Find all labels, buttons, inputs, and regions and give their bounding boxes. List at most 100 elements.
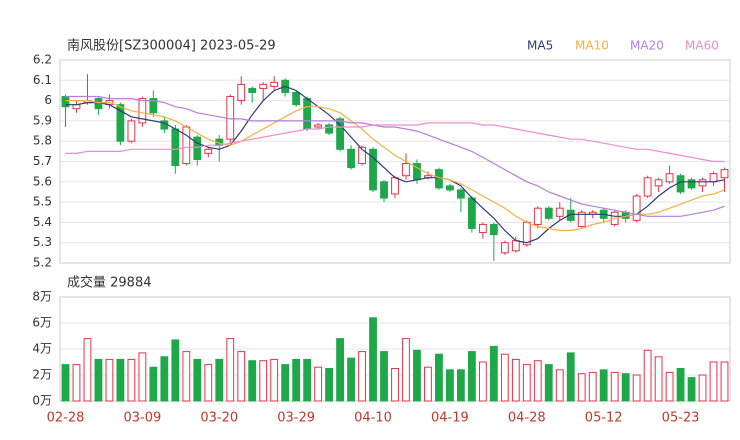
volume-bar [456, 369, 465, 402]
volume-bar [105, 358, 114, 402]
x-tick-label: 04-28 [508, 411, 546, 426]
candle-body [325, 124, 334, 134]
candle-body [709, 173, 718, 183]
candle-body [193, 136, 202, 160]
candle-body [467, 197, 476, 229]
y-tick-label: 5.5 [33, 195, 52, 209]
candle-body [358, 146, 366, 165]
candle-body [380, 181, 388, 199]
candle-body [204, 148, 213, 154]
volume-bar [566, 352, 575, 402]
legend-entry: MA10 [575, 39, 609, 53]
volume-bar [621, 373, 630, 402]
legend-entry: MA20 [630, 39, 664, 53]
candle-body [270, 81, 279, 87]
candle-body [149, 98, 158, 114]
candle-body [116, 104, 125, 142]
volume-bar [83, 338, 92, 402]
volume-bar [698, 374, 707, 402]
volume-bar [325, 368, 334, 402]
volume-bar [303, 358, 312, 402]
legend-entry: MA60 [685, 39, 719, 53]
volume-bar [160, 356, 169, 402]
ma-line [65, 95, 725, 217]
candle-body [566, 209, 575, 221]
y-tick-label: 5.4 [33, 215, 52, 229]
y-tick-label: 5.9 [33, 113, 52, 127]
candle-body [369, 148, 377, 191]
volume-bar [544, 364, 553, 402]
volume-bar [555, 369, 564, 402]
volume-bar [489, 345, 498, 402]
volume-bar [248, 360, 257, 402]
candle-body [138, 98, 147, 124]
price-frame [59, 59, 731, 264]
volume-bar [369, 317, 377, 402]
candle-body [654, 179, 663, 187]
volume-bar [391, 368, 399, 402]
volume-bar [588, 371, 597, 402]
x-tick-label: 03-09 [123, 411, 161, 426]
candle-body [446, 185, 454, 191]
volume-bar [478, 361, 487, 402]
volume-bar [94, 358, 103, 402]
volume-bar [467, 351, 476, 402]
volume-bar [380, 351, 388, 402]
candle-body [61, 96, 70, 108]
candle-body [643, 177, 652, 197]
candle-body [577, 211, 586, 227]
candle-body [127, 120, 136, 142]
candle-body [533, 207, 542, 225]
volume-bar [599, 369, 608, 402]
candle-body [676, 175, 685, 193]
volume-bar [61, 364, 70, 402]
y-tick-label: 6.2 [33, 53, 52, 67]
candle-body [336, 118, 344, 150]
x-tick-label: 05-12 [585, 411, 623, 426]
volume-tick-label: 6万 [32, 316, 52, 330]
candle-body [555, 207, 564, 217]
y-tick-label: 6.1 [33, 73, 52, 87]
volume-bar [215, 358, 224, 402]
x-tick-label: 03-20 [200, 411, 238, 426]
volume-bar [182, 351, 191, 402]
candle-body [511, 240, 520, 252]
volume-bar [171, 339, 180, 402]
x-tick-label: 05-23 [662, 411, 700, 426]
y-tick-label: 5.3 [33, 235, 52, 249]
y-tick-label: 5.6 [33, 174, 52, 188]
candle-body [347, 148, 355, 169]
y-tick-label: 5.2 [33, 256, 52, 270]
volume-bar [500, 353, 509, 402]
candle-body [698, 179, 707, 187]
y-tick-label: 6 [44, 93, 52, 107]
x-tick-label: 04-19 [431, 411, 469, 426]
volume-bar [72, 364, 81, 402]
volume-title: 成交量 29884 [67, 275, 152, 291]
volume-bar [709, 361, 718, 402]
volume-bar [204, 364, 213, 402]
y-tick-label: 5.7 [33, 154, 52, 168]
candle-body [171, 128, 180, 167]
volume-bar [336, 338, 344, 402]
volume-bar [665, 371, 674, 402]
volume-bar [533, 360, 542, 402]
candle-body [500, 242, 509, 254]
volume-bar [127, 358, 136, 402]
candle-body [489, 223, 498, 236]
candle-body [182, 126, 191, 165]
candle-body [402, 163, 410, 177]
ma-line [65, 100, 725, 232]
candle-body [687, 179, 696, 189]
volume-bar [522, 364, 531, 402]
volume-tick-label: 0万 [32, 394, 52, 408]
volume-tick-label: 2万 [32, 368, 52, 382]
candle-body [259, 83, 268, 89]
volume-tick-label: 8万 [32, 290, 52, 304]
volume-bar [259, 360, 268, 402]
volume-bar [720, 361, 729, 402]
volume-bar [402, 338, 410, 402]
volume-bar [687, 377, 696, 402]
volume-bar [676, 368, 685, 402]
volume-bar [193, 358, 202, 402]
